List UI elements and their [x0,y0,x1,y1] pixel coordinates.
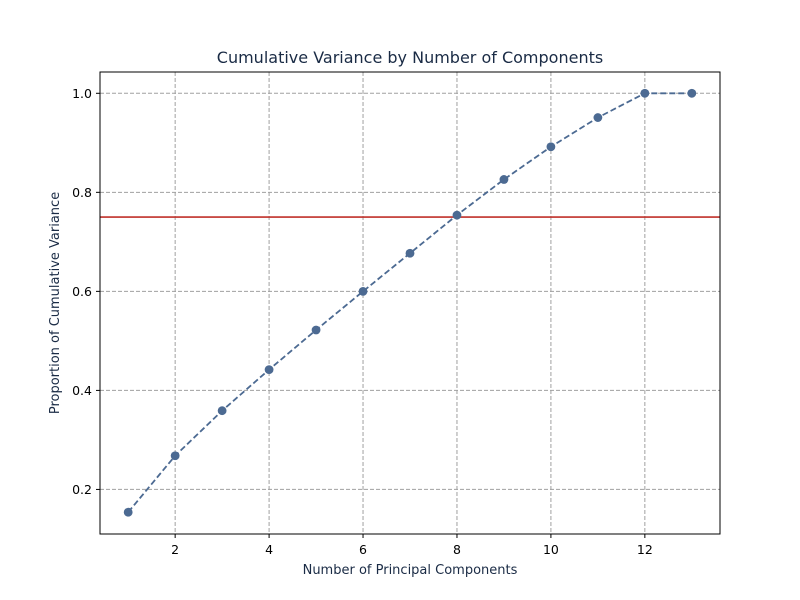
grid-layer [100,72,720,534]
data-point [170,451,180,461]
series-line [127,92,692,513]
y-tick-label: 0.4 [72,383,92,398]
chart-title: Cumulative Variance by Number of Compone… [217,48,603,67]
series-layer [123,88,697,517]
x-tick-label: 8 [453,542,461,557]
plot-frame [99,71,721,535]
y-tick-label: 1.0 [72,86,92,101]
data-point [405,248,415,258]
data-point [217,406,227,416]
data-point [593,113,603,122]
data-point [546,142,556,152]
data-point [264,365,274,375]
tick-layer: 2 4 6 8 10 12 0.2 0.4 0.6 0.8 1.0 [72,86,653,557]
data-point [358,286,368,296]
data-point [123,507,133,517]
x-tick-label: 10 [543,542,559,557]
data-point [499,175,509,184]
x-axis-label: Number of Principal Components [303,563,518,578]
y-tick-label: 0.6 [72,284,92,299]
x-tick-label: 6 [359,542,367,557]
x-tick-label: 2 [171,542,179,557]
y-tick-label: 0.2 [72,482,92,497]
x-tick-label: 4 [265,542,273,557]
data-point [452,210,462,220]
y-axis-label: Proportion of Cumulative Variance [48,192,63,414]
y-tick-label: 0.8 [72,185,92,200]
x-tick-label: 12 [637,542,653,557]
data-point [687,88,697,98]
data-point [311,325,321,335]
data-point [640,88,650,98]
